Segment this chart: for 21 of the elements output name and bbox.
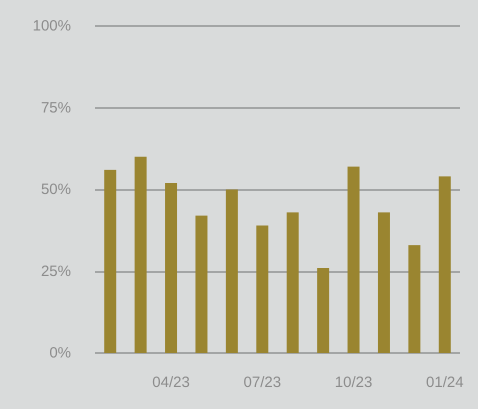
bar: [104, 170, 116, 353]
bar: [226, 190, 238, 353]
bar: [408, 245, 420, 353]
bar: [286, 212, 299, 353]
bar: [317, 268, 330, 353]
x-tick-label: 07/23: [244, 374, 282, 391]
y-tick-label: 25%: [40, 262, 71, 280]
y-tick-label: 0%: [49, 344, 71, 362]
bar: [134, 156, 147, 353]
bar: [378, 212, 390, 353]
x-tick-label: 04/23: [152, 374, 190, 391]
bar: [438, 176, 451, 353]
bar: [165, 182, 178, 353]
y-tick-label: 100%: [32, 18, 71, 34]
bar: [256, 225, 268, 353]
y-tick-label: 75%: [40, 99, 71, 116]
bar: [348, 166, 360, 353]
bar: [195, 216, 208, 353]
y-tick-label: 50%: [40, 181, 71, 198]
x-tick-label: 10/23: [334, 374, 372, 391]
x-tick-label: 01/24: [426, 374, 464, 391]
